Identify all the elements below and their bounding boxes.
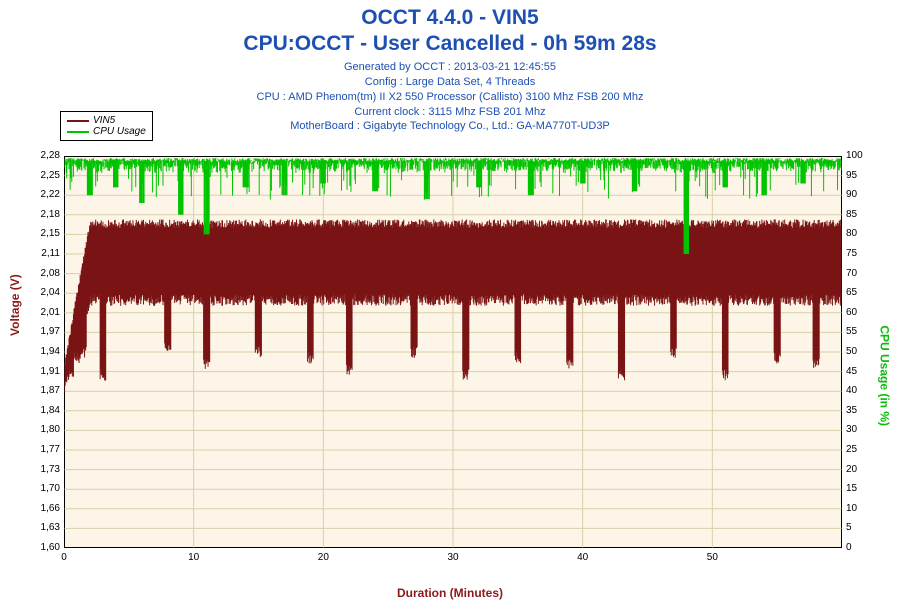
y-tick-right: 95 xyxy=(846,170,857,181)
y-tick-left: 1,63 xyxy=(24,522,60,533)
y-tick-left: 1,80 xyxy=(24,424,60,435)
y-tick-right: 30 xyxy=(846,424,857,435)
y-tick-right: 5 xyxy=(846,522,852,533)
x-tick: 20 xyxy=(318,552,329,563)
y-tick-right: 75 xyxy=(846,248,857,259)
y-tick-right: 55 xyxy=(846,326,857,337)
x-tick: 0 xyxy=(61,552,67,563)
y-tick-right: 80 xyxy=(846,228,857,239)
y-tick-left: 1,94 xyxy=(24,346,60,357)
x-tick: 10 xyxy=(188,552,199,563)
y-tick-right: 70 xyxy=(846,268,857,279)
y-tick-right: 15 xyxy=(846,483,857,494)
y-tick-right: 35 xyxy=(846,405,857,416)
meta-line: CPU : AMD Phenom(tm) II X2 550 Processor… xyxy=(0,90,900,105)
legend-label: VIN5 xyxy=(93,115,115,126)
y-tick-left: 1,60 xyxy=(24,542,60,553)
y-tick-right: 85 xyxy=(846,209,857,220)
y-tick-left: 2,08 xyxy=(24,268,60,279)
y-axis-label-left: Voltage (V) xyxy=(8,274,22,336)
chart-title-2: CPU:OCCT - User Cancelled - 0h 59m 28s xyxy=(0,32,900,56)
y-tick-left: 2,01 xyxy=(24,307,60,318)
y-tick-right: 10 xyxy=(846,503,857,514)
legend-item: CPU Usage xyxy=(67,126,146,137)
chart-svg xyxy=(64,156,842,548)
y-tick-right: 65 xyxy=(846,287,857,298)
x-tick: 30 xyxy=(447,552,458,563)
y-tick-right: 100 xyxy=(846,150,863,161)
chart-title-1: OCCT 4.4.0 - VIN5 xyxy=(0,6,900,30)
y-tick-left: 1,70 xyxy=(24,483,60,494)
y-tick-right: 0 xyxy=(846,542,852,553)
y-axis-label-right: CPU Usage (in %) xyxy=(878,325,892,426)
y-tick-left: 1,77 xyxy=(24,444,60,455)
legend: VIN5CPU Usage xyxy=(60,111,153,141)
y-tick-right: 25 xyxy=(846,444,857,455)
y-tick-right: 50 xyxy=(846,346,857,357)
legend-label: CPU Usage xyxy=(93,126,146,137)
y-tick-right: 90 xyxy=(846,189,857,200)
legend-swatch xyxy=(67,131,89,133)
y-tick-left: 1,97 xyxy=(24,326,60,337)
x-tick: 40 xyxy=(577,552,588,563)
y-tick-left: 1,87 xyxy=(24,385,60,396)
legend-item: VIN5 xyxy=(67,115,146,126)
y-tick-left: 1,66 xyxy=(24,503,60,514)
y-tick-right: 60 xyxy=(846,307,857,318)
y-tick-left: 2,11 xyxy=(24,248,60,259)
meta-line: Generated by OCCT : 2013-03-21 12:45:55 xyxy=(0,60,900,75)
y-tick-left: 1,84 xyxy=(24,405,60,416)
y-tick-left: 1,91 xyxy=(24,366,60,377)
y-tick-left: 2,25 xyxy=(24,170,60,181)
y-tick-left: 2,28 xyxy=(24,150,60,161)
y-tick-right: 40 xyxy=(846,385,857,396)
y-tick-left: 2,15 xyxy=(24,228,60,239)
y-tick-left: 1,73 xyxy=(24,464,60,475)
y-tick-left: 2,04 xyxy=(24,287,60,298)
meta-line: Config : Large Data Set, 4 Threads xyxy=(0,75,900,90)
x-tick: 50 xyxy=(707,552,718,563)
legend-swatch xyxy=(67,120,89,122)
y-tick-left: 2,18 xyxy=(24,209,60,220)
y-tick-left: 2,22 xyxy=(24,189,60,200)
x-axis-label: Duration (Minutes) xyxy=(0,586,900,600)
y-tick-right: 45 xyxy=(846,366,857,377)
plot-area xyxy=(64,156,842,548)
y-tick-right: 20 xyxy=(846,464,857,475)
